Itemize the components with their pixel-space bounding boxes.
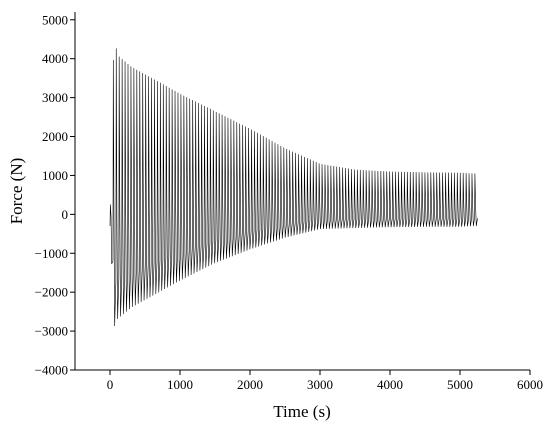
y-tick-label: −4000 (35, 363, 68, 378)
series-layer (109, 48, 478, 326)
y-tick-label: −3000 (35, 324, 68, 339)
y-axis-ticks: −4000 −3000 −2000 −1000 0 1000 2000 3000 4000 500… (35, 12, 75, 378)
y-tick-label: 5000 (42, 12, 68, 27)
x-tick-label: 2000 (237, 377, 263, 392)
y-tick-label: 2000 (42, 129, 68, 144)
y-tick-label: −1000 (35, 246, 68, 261)
y-axis-title: Force (N) (7, 158, 26, 225)
x-tick-label: 0 (107, 377, 114, 392)
y-tick-label: 3000 (42, 90, 68, 105)
x-tick-label: 1000 (167, 377, 193, 392)
x-tick-label: 6000 (517, 377, 543, 392)
y-tick-label: 4000 (42, 51, 68, 66)
x-axis-title: Time (s) (273, 402, 330, 421)
y-tick-label: 0 (62, 207, 69, 222)
x-tick-label: 4000 (377, 377, 403, 392)
x-axis-ticks: 0 1000 2000 3000 4000 5000 6000 (107, 370, 543, 392)
y-tick-label: 1000 (42, 168, 68, 183)
y-tick-label: −2000 (35, 285, 68, 300)
x-tick-label: 3000 (307, 377, 333, 392)
x-tick-label: 5000 (447, 377, 473, 392)
plot-frame (74, 12, 530, 371)
force-series-line (109, 48, 478, 326)
